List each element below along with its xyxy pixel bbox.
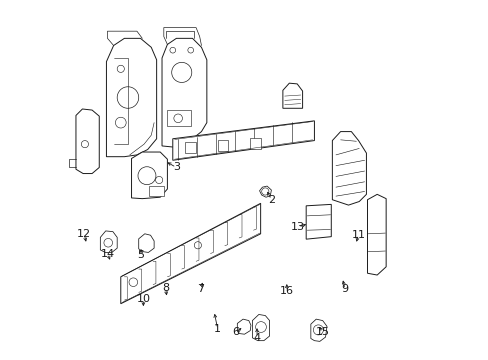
Text: 1: 1	[214, 324, 221, 334]
Text: 10: 10	[136, 294, 150, 304]
Text: 15: 15	[315, 327, 329, 337]
Bar	[167, 110, 190, 126]
Text: 5: 5	[137, 250, 143, 260]
Polygon shape	[162, 39, 206, 147]
Polygon shape	[367, 194, 386, 275]
Bar	[249, 138, 260, 149]
Polygon shape	[332, 132, 366, 205]
Polygon shape	[139, 234, 154, 252]
Polygon shape	[305, 204, 330, 239]
Text: 9: 9	[341, 284, 348, 294]
Text: 4: 4	[253, 333, 260, 343]
Text: 11: 11	[351, 230, 365, 239]
Text: 14: 14	[100, 248, 114, 258]
Text: 6: 6	[232, 327, 239, 337]
Bar	[217, 140, 228, 151]
Bar	[149, 186, 163, 196]
Text: 12: 12	[77, 229, 91, 239]
Text: 16: 16	[279, 286, 293, 296]
Polygon shape	[237, 319, 250, 334]
Text: 7: 7	[197, 284, 204, 294]
Text: 2: 2	[267, 195, 274, 205]
Polygon shape	[172, 121, 314, 160]
Text: 13: 13	[290, 222, 304, 231]
Text: 3: 3	[173, 162, 180, 172]
Polygon shape	[259, 186, 271, 197]
Polygon shape	[100, 231, 117, 252]
Polygon shape	[106, 39, 156, 157]
Polygon shape	[121, 203, 260, 304]
Polygon shape	[131, 152, 167, 199]
Polygon shape	[310, 319, 326, 341]
Polygon shape	[252, 315, 269, 341]
Bar	[185, 142, 196, 153]
Polygon shape	[76, 109, 99, 174]
Polygon shape	[282, 83, 302, 108]
Text: 8: 8	[162, 283, 169, 293]
